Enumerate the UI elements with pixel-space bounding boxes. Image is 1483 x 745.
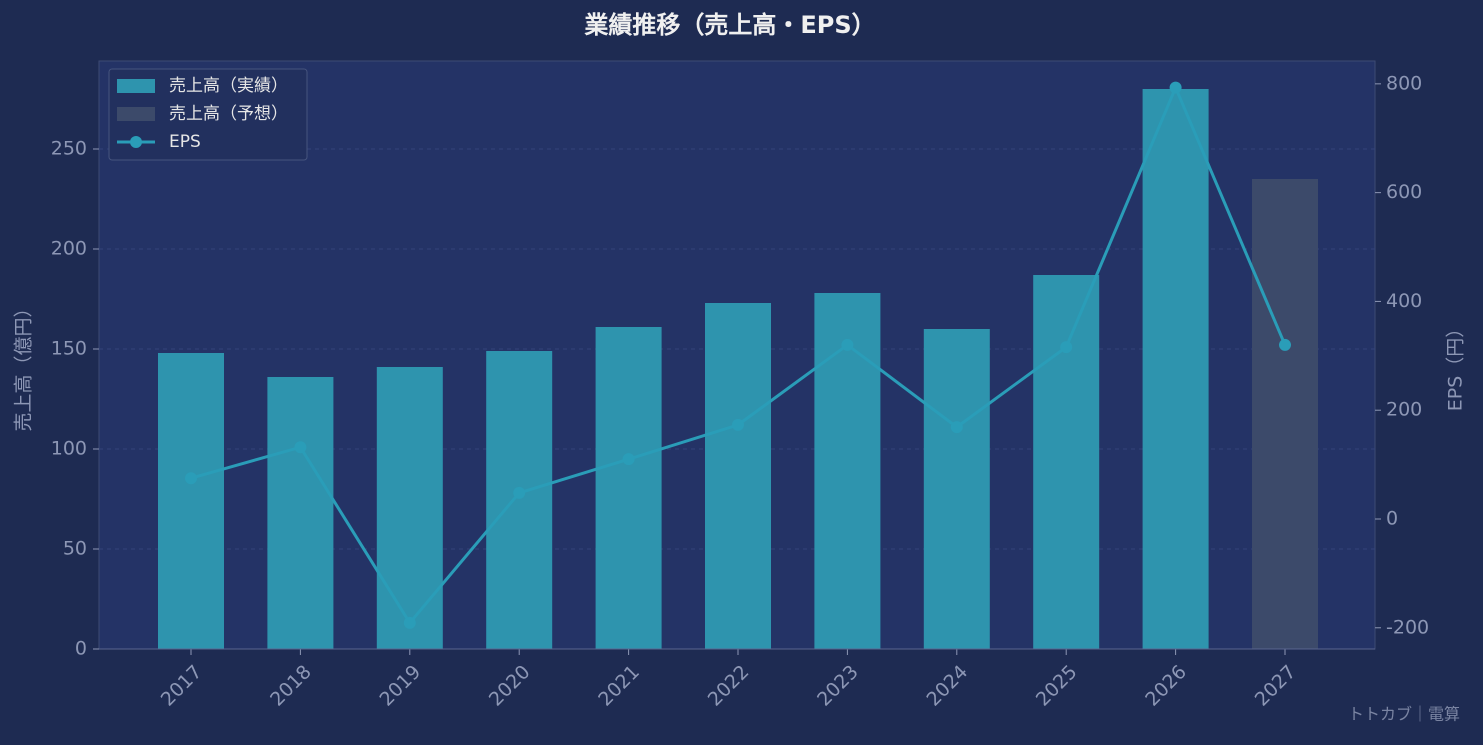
y-tick-label: 100 xyxy=(51,438,87,460)
legend-swatch xyxy=(130,136,142,148)
line-marker xyxy=(294,441,307,454)
bar xyxy=(1142,89,1209,649)
line-marker xyxy=(950,421,963,434)
line-marker xyxy=(1169,81,1182,94)
line-marker xyxy=(1060,341,1073,354)
y-tick-label: 200 xyxy=(51,238,87,260)
y-tick-label: 150 xyxy=(51,338,87,360)
bar xyxy=(705,303,771,649)
bar xyxy=(923,329,990,649)
line-marker xyxy=(622,453,635,466)
bar xyxy=(1252,179,1318,649)
y-tick-label: 0 xyxy=(75,638,87,660)
y2-tick-label: 800 xyxy=(1386,72,1422,94)
y2-tick-label: -200 xyxy=(1386,616,1429,638)
bar xyxy=(267,377,334,649)
line-marker xyxy=(1279,338,1291,351)
line-marker xyxy=(841,338,854,351)
y-axis-label: 売上高（億円） xyxy=(13,298,35,431)
legend-label: 売上高（実績） xyxy=(169,76,288,96)
y2-tick-label: 200 xyxy=(1386,399,1422,421)
bar xyxy=(595,327,662,649)
y2-tick-label: 600 xyxy=(1386,181,1422,203)
bar xyxy=(376,367,443,649)
bar xyxy=(814,293,881,649)
chart-title: 業績推移（売上高・EPS） xyxy=(584,11,875,39)
y2-tick-label: 0 xyxy=(1386,507,1398,529)
line-marker xyxy=(185,472,197,485)
legend-swatch xyxy=(117,79,155,93)
legend-swatch xyxy=(117,107,155,121)
watermark: トトカブ｜電算 xyxy=(1348,705,1460,724)
bar xyxy=(1033,275,1100,649)
bar xyxy=(486,351,553,649)
y2-axis-label: EPS（円） xyxy=(1445,319,1467,412)
line-marker xyxy=(403,616,416,629)
bar xyxy=(158,353,224,649)
y-tick-label: 250 xyxy=(51,138,87,160)
legend-box xyxy=(108,68,308,161)
legend-label: EPS xyxy=(169,132,201,152)
y2-tick-label: 400 xyxy=(1386,290,1422,312)
line-marker xyxy=(513,486,526,499)
y-tick-label: 50 xyxy=(63,538,87,560)
line-marker xyxy=(732,418,744,431)
legend-label: 売上高（予想） xyxy=(169,104,288,124)
